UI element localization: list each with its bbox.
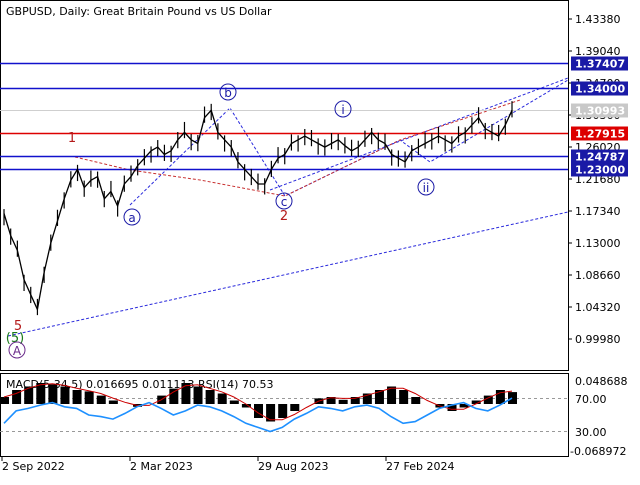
wave-label-circle [417,178,435,196]
macd-bar [241,404,251,408]
wave-label: 1 [68,131,76,146]
macd-bar [447,404,457,411]
indicator-axis-label: 0.048688 [575,375,628,388]
wave-label: 5 [14,319,22,334]
macd-bar [193,386,203,404]
wave-label-circle [123,208,141,226]
level-price-box [571,162,628,177]
macd-bar [290,404,300,411]
wave-trend-line [7,211,569,337]
macd-bar [12,390,22,404]
macd-bar [471,400,481,404]
level-price-label: 1.27915 [575,128,625,141]
level-price-box [571,149,628,164]
macd-bar [181,383,191,404]
wave-label: A [13,344,22,358]
y-tick-label: 1.08660 [575,269,621,282]
macd-bar [350,397,360,404]
wave-label-circle [8,341,26,359]
wave-label: b [224,86,232,100]
wave-label: 2 [280,209,288,224]
macd-bar [24,386,34,404]
y-tick-label: 1.13000 [575,237,621,250]
macd-signal-line [3,383,513,421]
x-tick-label: 2 Mar 2023 [130,460,193,473]
wave-label: i [341,103,344,117]
macd-bar [399,390,409,404]
x-tick-label: 27 Feb 2024 [386,460,454,473]
level-price-label: 1.34000 [575,83,625,96]
wave-label-circle [219,83,237,101]
main-chart-frame [0,0,569,371]
macd-bar [374,390,384,404]
wave-label-circle [275,192,293,210]
x-tick-label: 29 Aug 2023 [258,460,328,473]
macd-bar [278,404,288,418]
symbol-title: GBPUSD, Daily: Great Britain Pound vs US… [6,5,272,18]
y-tick-label: 1.04320 [575,301,621,314]
macd-bar [229,400,239,404]
rsi-line [3,397,513,433]
macd-bar [483,395,493,404]
macd-bar [495,390,505,404]
level-price-box [571,126,628,141]
macd-bar [266,404,276,422]
macd-bar [60,386,70,404]
level-price-label: 1.24787 [575,151,625,164]
price-close-line [3,109,513,312]
macd-bar [48,384,58,404]
indicator-axis-label: 70.00 [575,393,607,406]
level-price-box [571,56,628,71]
macd-bar [0,397,9,404]
y-tick-label: 1.39040 [575,45,621,58]
y-axis-ticks: 1.433801.390401.347001.303601.260201.216… [568,13,621,346]
macd-bar [326,397,336,404]
level-price-label: 1.37407 [575,58,625,71]
macd-bar [387,386,397,404]
wave-label: a [128,211,135,225]
y-tick-label: 1.17340 [575,205,621,218]
macd-bar [508,392,517,404]
price-series [3,101,513,316]
y-tick-label: 1.43380 [575,13,621,26]
x-tick-label: 2 Sep 2022 [2,460,65,473]
macd-bar [72,390,82,404]
level-price-box [571,103,628,118]
macd-bar [108,400,118,404]
macd-bar [84,391,94,404]
wave-label: ii [423,181,430,195]
macd-bar [96,395,106,404]
wave-label: c [281,195,288,209]
level-price-box [571,81,628,96]
level-price-label: 1.23000 [575,164,625,177]
macd-bar [338,399,348,404]
wave-label-circle [334,100,352,118]
macd-bar [459,404,469,408]
indicator-series [0,383,568,433]
indicator-axis-label: 30.00 [575,426,607,439]
macd-bar [411,397,421,404]
x-axis-ticks: 2 Sep 2022 2 Mar 2023 29 Aug 2023 27 Feb 20… [1,457,454,473]
macd-bar [205,390,215,404]
macd-bar [217,393,227,404]
indicator-axis-label: -0.068972 [570,445,626,458]
macd-bar [36,383,46,404]
macd-bar [169,388,179,404]
horizontal-levels: 1.37407 1.34000 1.30993 1.27915 1.247871.230… [0,56,628,177]
level-price-label: 1.30993 [575,105,625,118]
macd-bar [254,404,263,418]
macd-bar [362,393,372,404]
y-tick-label: 0.99980 [575,333,621,346]
wave-trend-line [269,77,569,191]
